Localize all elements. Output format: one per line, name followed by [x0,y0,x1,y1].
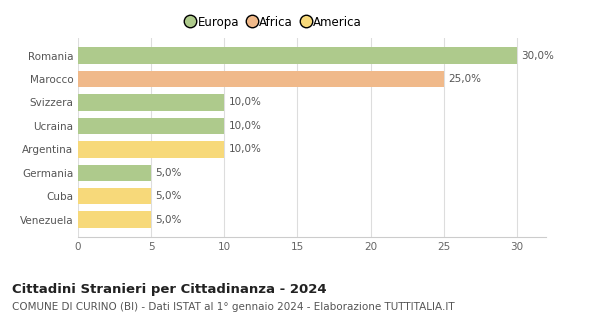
Bar [78,47,517,64]
Bar [78,212,151,228]
Text: 30,0%: 30,0% [521,51,554,60]
Bar [78,71,443,87]
Text: 10,0%: 10,0% [229,144,262,154]
Text: COMUNE DI CURINO (BI) - Dati ISTAT al 1° gennaio 2024 - Elaborazione TUTTITALIA.: COMUNE DI CURINO (BI) - Dati ISTAT al 1°… [12,302,455,312]
Text: Cittadini Stranieri per Cittadinanza - 2024: Cittadini Stranieri per Cittadinanza - 2… [12,283,326,296]
Bar [78,94,224,111]
Text: 5,0%: 5,0% [155,191,182,201]
Bar [78,118,224,134]
Text: 10,0%: 10,0% [229,98,262,108]
Bar [78,188,151,204]
Text: 25,0%: 25,0% [448,74,481,84]
Bar [78,141,224,157]
Text: 5,0%: 5,0% [155,215,182,225]
Legend: Europa, Africa, America: Europa, Africa, America [184,12,365,33]
Bar [78,164,151,181]
Text: 10,0%: 10,0% [229,121,262,131]
Text: 5,0%: 5,0% [155,168,182,178]
